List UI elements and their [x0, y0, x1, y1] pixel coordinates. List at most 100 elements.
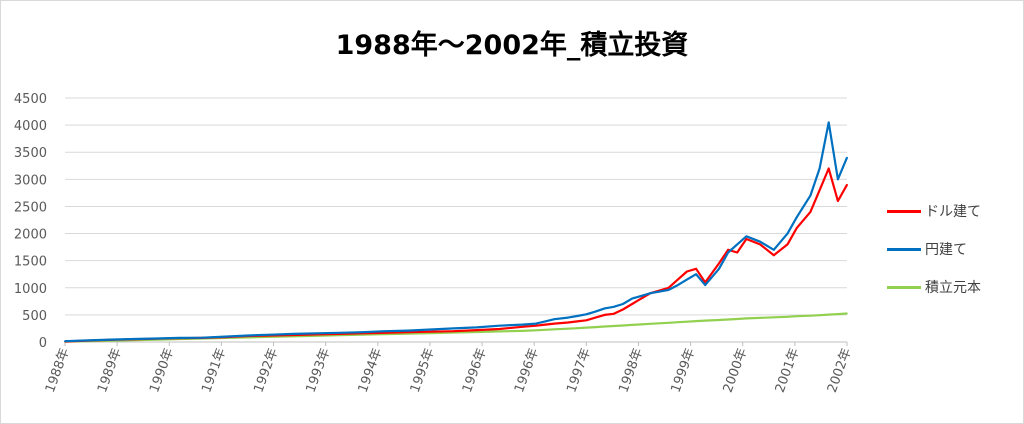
legend-swatch — [887, 209, 921, 213]
data-point — [686, 320, 688, 323]
data-point — [640, 323, 643, 326]
legend: ドル建て 円建て 積立元本 — [887, 201, 1022, 315]
legend-item: 積立元本 — [887, 277, 1022, 297]
data-point — [695, 320, 697, 322]
data-point — [622, 324, 624, 327]
legend-swatch — [887, 285, 921, 289]
data-point — [736, 251, 739, 254]
data-point — [718, 262, 720, 265]
x-tick-label: 1991年 — [199, 346, 229, 394]
data-point — [612, 325, 615, 327]
data-point — [649, 322, 652, 325]
data-point — [809, 314, 812, 317]
data-point — [704, 319, 707, 322]
data-point — [338, 331, 341, 334]
data-point — [622, 308, 624, 311]
data-point — [594, 316, 597, 319]
data-point — [649, 292, 652, 295]
data-point — [585, 326, 588, 329]
data-point — [772, 248, 775, 251]
data-point — [818, 189, 821, 192]
data-point — [535, 322, 537, 325]
data-point — [452, 330, 455, 333]
x-tick-label: 1989年 — [95, 346, 125, 394]
data-point — [269, 333, 272, 336]
data-point — [795, 227, 798, 230]
data-point — [521, 330, 524, 332]
x-tick-label: 1992年 — [251, 346, 281, 394]
data-point — [544, 323, 547, 326]
data-point — [676, 321, 679, 324]
data-point — [544, 320, 547, 323]
data-point — [695, 273, 697, 276]
data-point — [567, 321, 569, 324]
x-tick-label: 1996年 — [512, 346, 542, 394]
data-point — [818, 314, 821, 317]
data-point — [576, 320, 579, 323]
data-point — [544, 328, 547, 331]
x-tick-label: 1998年 — [616, 346, 646, 394]
x-tick-label: 1990年 — [147, 346, 177, 394]
x-tick-label: 1993年 — [304, 346, 334, 394]
data-point — [686, 278, 688, 281]
data-point — [667, 286, 670, 289]
data-point — [837, 178, 839, 181]
data-point — [745, 235, 748, 238]
data-point — [535, 329, 537, 332]
data-point — [745, 238, 748, 240]
x-tick-label: 1996年 — [460, 346, 490, 394]
data-point — [603, 314, 606, 316]
data-point — [745, 317, 748, 320]
data-point — [429, 328, 432, 331]
data-point — [759, 240, 761, 243]
data-point — [498, 330, 501, 333]
data-point — [827, 313, 830, 316]
data-point — [521, 323, 524, 326]
x-tick-label: 2000年 — [721, 346, 751, 394]
data-point — [827, 121, 830, 124]
data-point — [475, 331, 478, 333]
data-point — [498, 328, 501, 330]
data-point — [498, 324, 501, 327]
data-point — [475, 329, 478, 331]
legend-swatch — [887, 247, 921, 251]
data-point — [155, 337, 158, 340]
data-point — [658, 290, 661, 293]
data-point — [612, 305, 615, 308]
x-tick-label: 1999年 — [668, 346, 698, 394]
y-tick-label: 0 — [39, 336, 47, 351]
data-point — [224, 335, 227, 338]
data-point — [612, 312, 615, 315]
data-point — [695, 267, 697, 270]
data-point — [553, 322, 556, 325]
data-point — [759, 317, 761, 319]
data-point — [553, 318, 556, 321]
data-point — [201, 336, 204, 339]
data-point — [594, 310, 597, 313]
series-line-1 — [64, 121, 849, 343]
data-point — [727, 318, 729, 321]
data-point — [585, 319, 588, 322]
data-point — [576, 315, 579, 317]
data-point — [718, 267, 720, 270]
data-point — [809, 211, 812, 213]
data-point — [667, 321, 670, 324]
data-point — [475, 326, 478, 329]
y-tick-label: 1000 — [14, 282, 47, 297]
data-point — [846, 312, 848, 315]
data-point — [704, 284, 707, 286]
y-tick-label: 1500 — [14, 255, 47, 270]
y-tick-label: 2000 — [14, 228, 47, 243]
y-tick-label: 3000 — [14, 173, 47, 188]
data-point — [736, 243, 739, 246]
data-point — [809, 194, 812, 197]
data-point — [521, 325, 524, 328]
data-point — [576, 327, 579, 330]
legend-item: ドル建て — [887, 201, 1022, 221]
data-point — [247, 334, 249, 337]
legend-label: ドル建て — [925, 204, 981, 220]
data-point — [846, 156, 848, 159]
x-tick-label: 2001年 — [773, 346, 803, 394]
data-point — [640, 297, 643, 300]
